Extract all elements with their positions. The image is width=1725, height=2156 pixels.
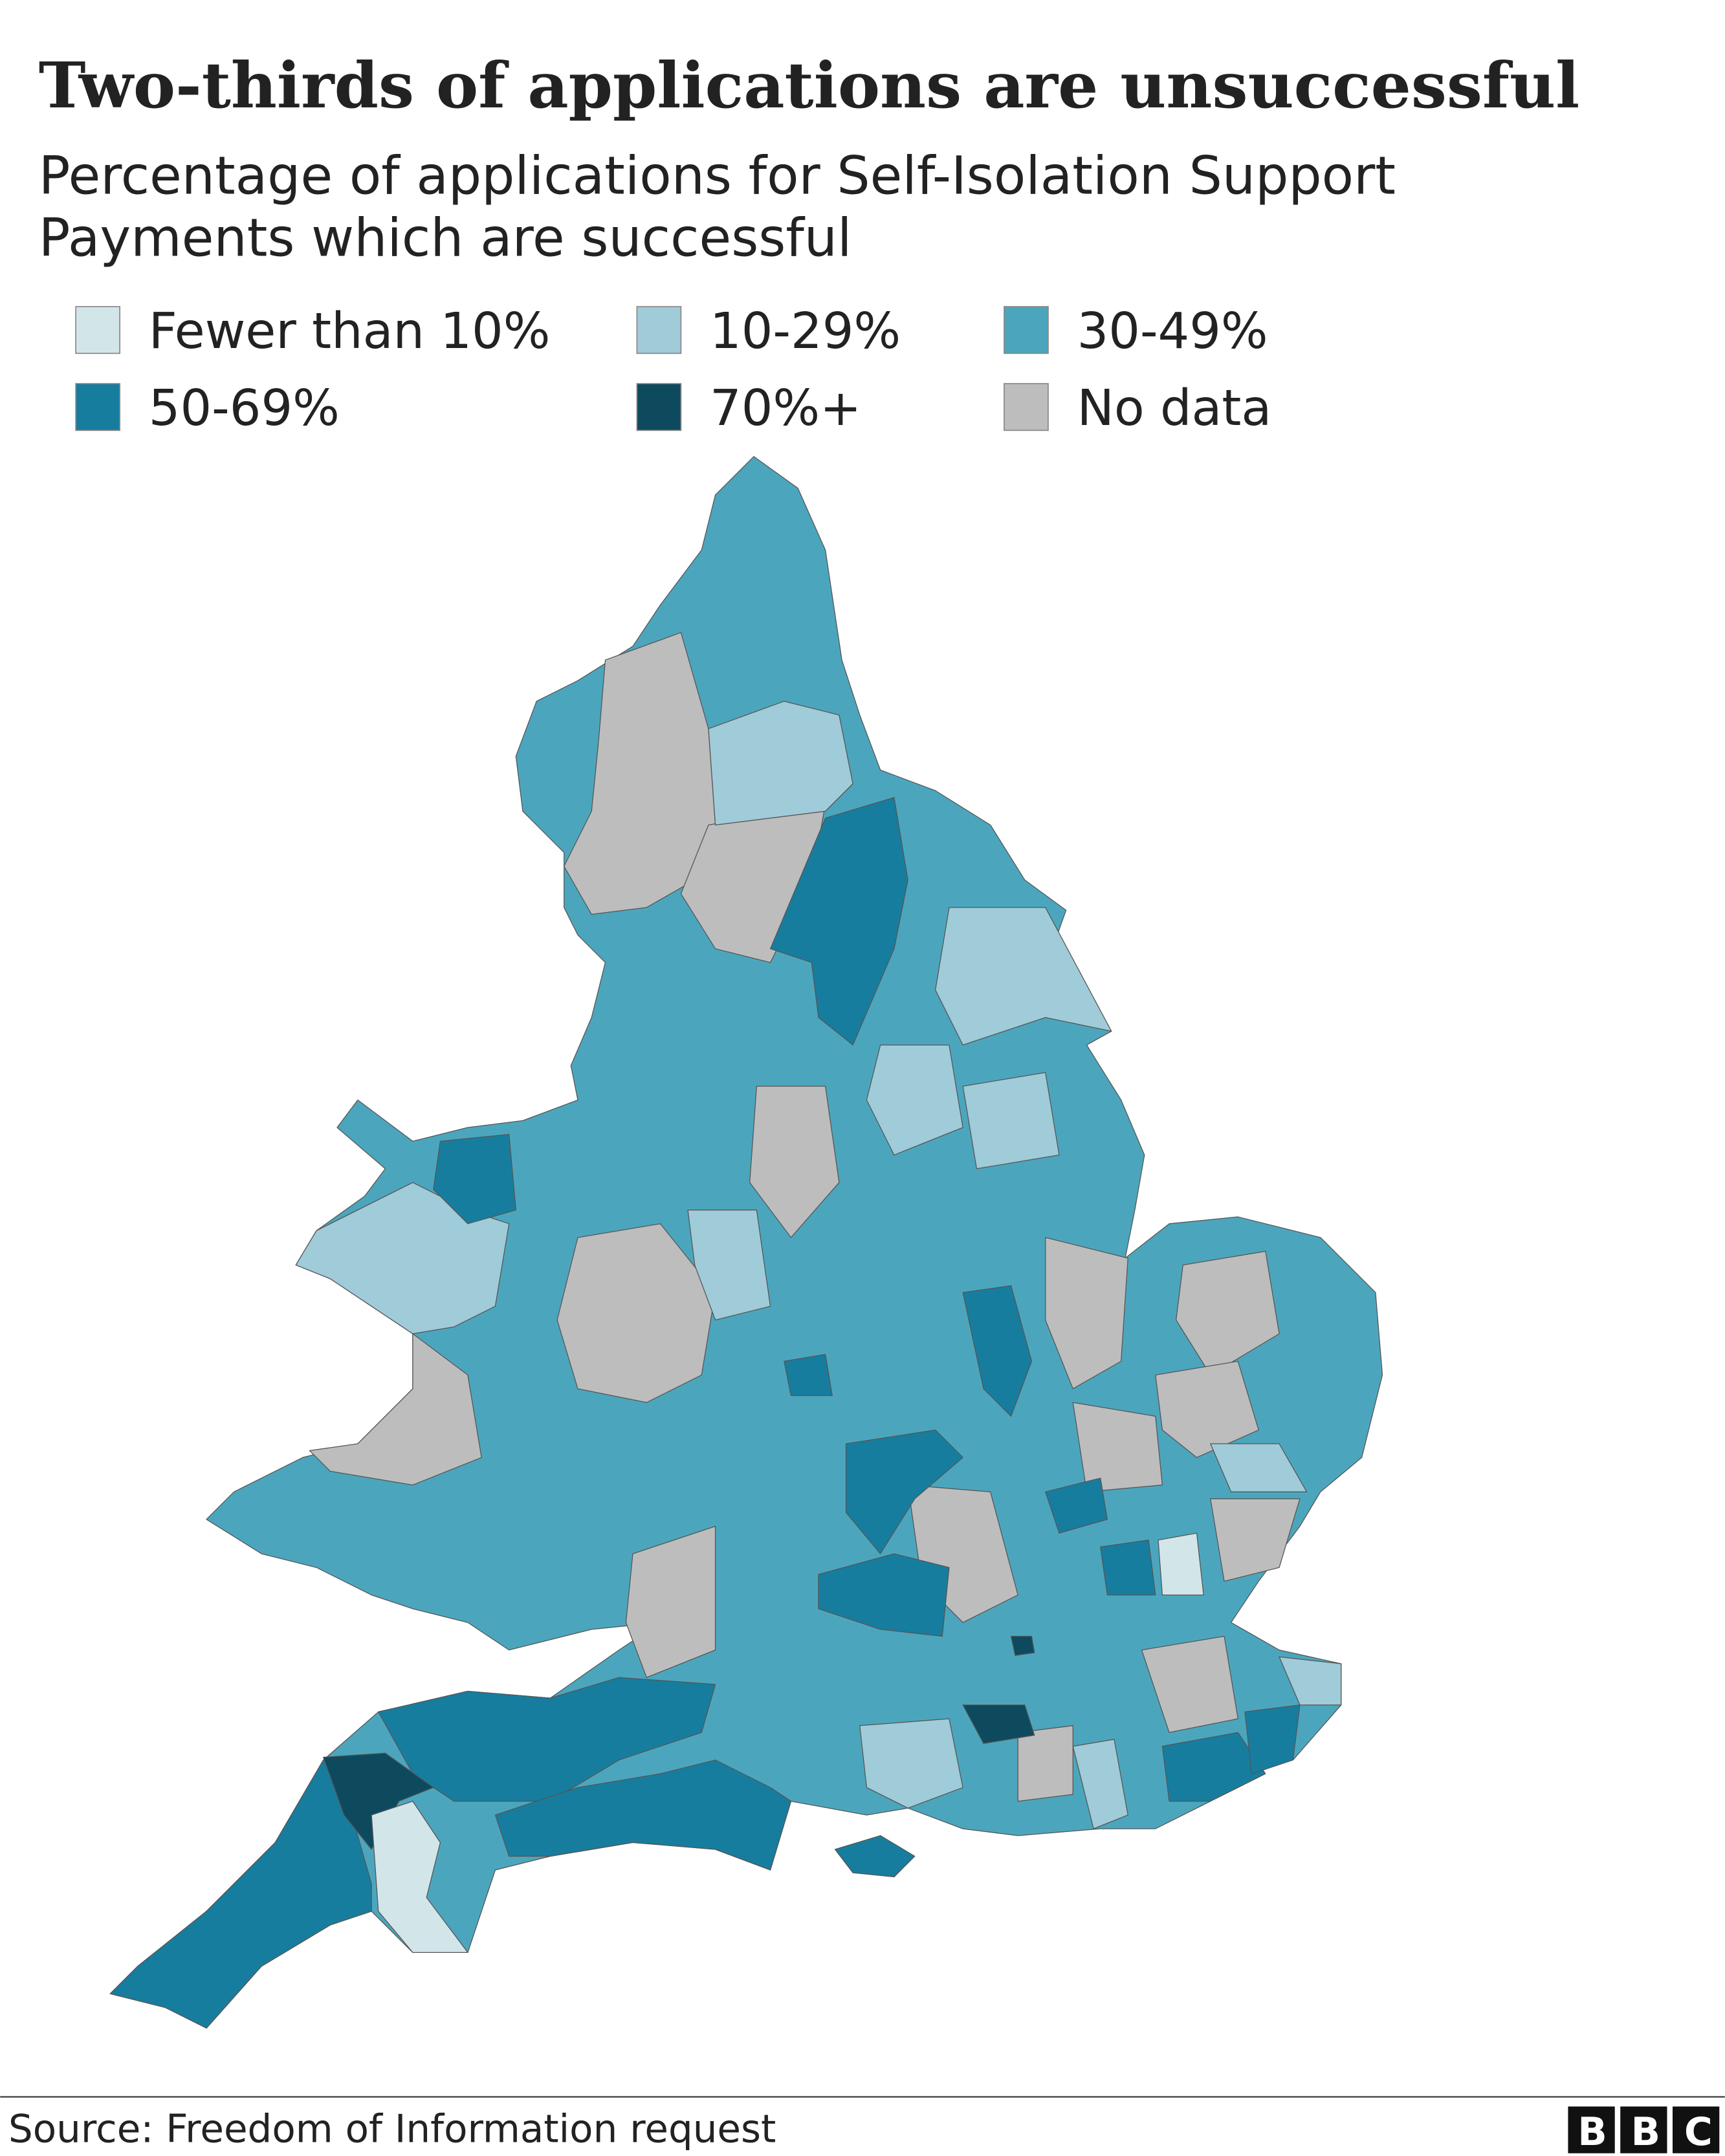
- legend-label: Fewer than 10%: [149, 303, 551, 360]
- subtitle: Percentage of applications for Self-Isol…: [38, 146, 1396, 268]
- region: [1210, 1498, 1301, 1582]
- legend-swatch: [75, 383, 121, 431]
- region: [1176, 1250, 1280, 1376]
- region: [556, 1223, 716, 1403]
- region: [1100, 1540, 1156, 1596]
- region: [494, 1759, 792, 1871]
- legend-label: 10-29%: [710, 303, 901, 360]
- region: [749, 1085, 840, 1238]
- region: [687, 1209, 771, 1321]
- region: [769, 797, 908, 1046]
- title: Two-thirds of applications are unsuccess…: [39, 49, 1579, 123]
- region: [1210, 1443, 1308, 1492]
- logo-text: BBC: [1577, 2110, 1712, 2155]
- region: [625, 1525, 716, 1678]
- region: [1244, 1704, 1301, 1774]
- region: [962, 1285, 1033, 1417]
- region: [1141, 1635, 1238, 1733]
- legend: Fewer than 10% 10-29% 30-49% 50-69% 70%+ No d…: [75, 303, 1272, 437]
- region: [935, 907, 1112, 1046]
- region: [109, 1759, 372, 2029]
- legend-label: No data: [1077, 380, 1272, 437]
- logo-box: [1620, 2106, 1667, 2153]
- region: [834, 1835, 916, 1878]
- legend-swatch: [1004, 383, 1049, 431]
- region: [866, 1044, 963, 1156]
- logo: BBC: [1568, 2106, 1720, 2155]
- legend-swatch: [636, 306, 682, 354]
- source: Source: Freedom of Information request: [8, 2107, 776, 2152]
- region: [323, 1752, 434, 1850]
- region: [1158, 1532, 1204, 1596]
- region: [1045, 1477, 1108, 1534]
- region: [1045, 1237, 1128, 1389]
- region: [859, 1718, 963, 1809]
- logo-box: [1568, 2106, 1615, 2153]
- map: [109, 456, 1383, 2029]
- region: [1017, 1725, 1073, 1802]
- legend-label: 70%+: [710, 380, 861, 437]
- legend-swatch: [1004, 306, 1049, 354]
- region: [708, 701, 853, 826]
- region: [378, 1677, 716, 1802]
- region: [433, 1134, 516, 1225]
- region: [784, 1354, 833, 1397]
- region: [1161, 1732, 1266, 1802]
- region: [962, 1704, 1035, 1744]
- region: [818, 1553, 950, 1637]
- logo-box: [1673, 2106, 1720, 2153]
- region: [309, 1333, 482, 1486]
- region: [962, 1072, 1060, 1170]
- legend-label: 30-49%: [1077, 303, 1268, 360]
- legend-swatch: [75, 306, 121, 354]
- subtitle-container: Percentage of applications for Self-Isol…: [38, 146, 1396, 268]
- legend-swatch: [636, 383, 682, 431]
- region: [371, 1800, 468, 1954]
- region: [1279, 1656, 1342, 1706]
- region: [564, 632, 716, 915]
- region: [1072, 1739, 1128, 1829]
- legend-label: 50-69%: [149, 380, 340, 437]
- region: [1010, 1635, 1035, 1656]
- region: [845, 1430, 963, 1554]
- region: [1072, 1402, 1163, 1492]
